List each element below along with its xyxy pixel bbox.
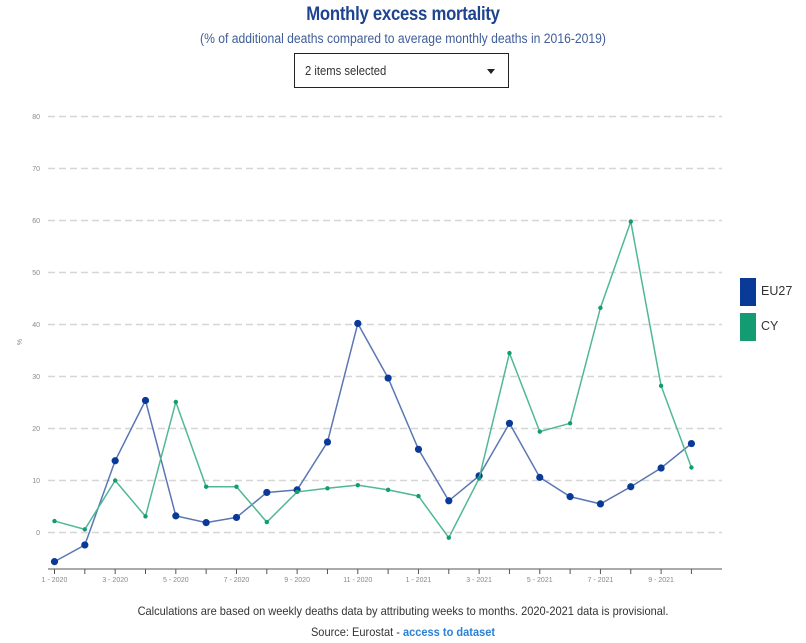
data-point-eu27[interactable] (172, 512, 180, 520)
data-point-cy[interactable] (82, 527, 88, 532)
data-point-cy[interactable] (355, 482, 360, 488)
data-point-eu27[interactable] (81, 541, 89, 549)
dropdown-selected-value: 2 items selected (305, 64, 387, 78)
data-point-cy[interactable] (385, 487, 391, 493)
x-tick-label: 1 - 2021 (406, 577, 432, 584)
data-point-eu27[interactable] (111, 457, 119, 465)
data-point-cy[interactable] (203, 484, 209, 489)
caret-down-icon[interactable] (487, 69, 495, 74)
data-point-eu27[interactable] (50, 558, 59, 566)
y-tick-label: 30 (32, 374, 40, 381)
series-cy (52, 218, 694, 540)
data-point-eu27[interactable] (202, 519, 210, 527)
data-point-eu27[interactable] (384, 374, 392, 382)
data-point-cy[interactable] (112, 478, 118, 483)
legend-swatch-eu27 (740, 278, 756, 306)
y-tick-label: 60 (32, 218, 40, 225)
data-point-cy[interactable] (598, 305, 603, 311)
x-axis: 1 - 2020 3 - 2020 5 - 2020 7 - 2020 9 - 2020… (42, 568, 722, 584)
data-point-cy[interactable] (264, 519, 270, 525)
chart-subtitle: (% of additional deaths compared to aver… (200, 31, 606, 46)
y-tick-label: 0 (36, 530, 40, 537)
data-point-cy[interactable] (52, 518, 57, 524)
series-line-cy (54, 218, 693, 540)
data-point-cy[interactable] (507, 350, 512, 356)
data-point-eu27[interactable] (354, 319, 362, 328)
source-prefix: Source: Eurostat - (310, 625, 403, 639)
y-tick-label: 10 (32, 478, 40, 485)
y-tick-label: 40 (32, 322, 40, 329)
chart-title: Monthly excess mortality (306, 4, 500, 25)
x-tick-label: 11 - 2020 (343, 577, 372, 584)
data-point-eu27[interactable] (414, 445, 423, 453)
data-point-eu27[interactable] (536, 473, 544, 481)
data-point-cy[interactable] (658, 383, 664, 389)
data-point-cy[interactable] (446, 535, 451, 540)
series-line-eu27 (54, 321, 692, 563)
x-tick-label: 7 - 2021 (588, 577, 614, 584)
legend-swatch-cy (740, 313, 756, 341)
series-eu27 (50, 319, 696, 566)
data-point-eu27[interactable] (232, 513, 241, 522)
legend-label-eu27: EU27 (761, 284, 793, 298)
data-point-cy[interactable] (628, 219, 633, 224)
data-point-cy[interactable] (537, 429, 542, 434)
data-point-eu27[interactable] (323, 438, 332, 446)
x-tick-label: 3 - 2021 (466, 577, 492, 584)
y-axis-ticks: 0 10 20 30 40 50 60 70 80 (32, 114, 40, 537)
data-point-cy[interactable] (325, 486, 330, 491)
y-axis-label: % (17, 339, 24, 345)
data-point-cy[interactable] (567, 421, 573, 426)
x-tick-label: 7 - 2020 (224, 577, 250, 584)
x-tick-label: 5 - 2020 (163, 577, 189, 584)
source-line: Source: Eurostat - access to dataset (32, 625, 774, 639)
data-point-cy[interactable] (143, 514, 148, 519)
legend-label-cy: CY (761, 319, 779, 333)
footnote: Calculations are based on weekly deaths … (137, 604, 669, 618)
y-tick-label: 50 (32, 270, 40, 277)
country-select-dropdown[interactable]: 2 items selected (294, 53, 509, 88)
data-point-cy[interactable] (416, 493, 421, 499)
data-point-cy[interactable] (173, 399, 179, 405)
data-point-eu27[interactable] (657, 464, 665, 472)
x-tick-label: 3 - 2020 (102, 577, 128, 584)
access-dataset-link[interactable]: access to dataset (402, 625, 496, 639)
data-point-cy[interactable] (689, 465, 694, 470)
series-group (50, 218, 696, 566)
data-point-eu27[interactable] (627, 483, 635, 491)
data-point-eu27[interactable] (596, 500, 605, 508)
data-point-eu27[interactable] (263, 488, 271, 497)
data-point-eu27[interactable] (566, 493, 574, 501)
y-tick-label: 70 (32, 166, 40, 173)
line-chart: 0 10 20 30 40 50 60 70 80 % 1 - 2020 3 - 2020 5 - … (17, 114, 722, 584)
data-point-cy[interactable] (476, 476, 482, 481)
data-point-cy[interactable] (234, 484, 239, 489)
data-point-cy[interactable] (294, 489, 300, 495)
x-tick-label: 5 - 2021 (527, 577, 553, 584)
y-tick-label: 80 (32, 114, 40, 121)
y-tick-label: 20 (32, 426, 40, 433)
x-tick-label: 9 - 2020 (284, 577, 310, 584)
legend-item-eu27[interactable]: EU27 (740, 278, 806, 308)
gridlines (48, 115, 722, 534)
data-point-eu27[interactable] (687, 439, 696, 448)
data-point-eu27[interactable] (505, 419, 514, 427)
data-point-eu27[interactable] (445, 497, 453, 505)
data-point-eu27[interactable] (141, 396, 150, 405)
legend-item-cy[interactable]: CY (740, 313, 806, 343)
x-tick-label: 9 - 2021 (648, 577, 674, 584)
x-tick-label: 1 - 2020 (42, 577, 68, 584)
